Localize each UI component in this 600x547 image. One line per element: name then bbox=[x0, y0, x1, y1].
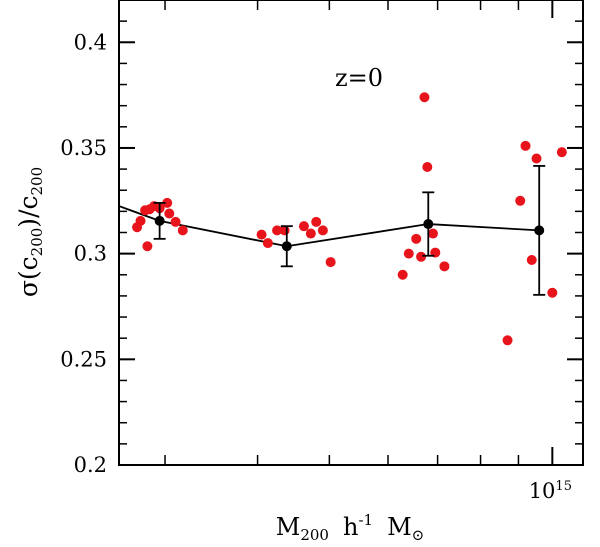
x-label-main: M bbox=[276, 513, 301, 541]
scatter-point bbox=[162, 197, 173, 208]
y-tick-label: 0.4 bbox=[74, 30, 107, 54]
scatter-point bbox=[170, 216, 181, 227]
axis-ticks bbox=[119, 0, 583, 466]
scatter-point bbox=[317, 225, 328, 236]
scatter-point bbox=[397, 269, 408, 280]
scatter-point bbox=[520, 140, 531, 151]
y-axis-label: σ(c200)/c200 bbox=[14, 167, 46, 297]
x-label-mid-sup: -1 bbox=[358, 511, 373, 529]
scatter-point bbox=[256, 229, 267, 240]
y-label-sigma: σ(c bbox=[14, 256, 43, 297]
scatter-point bbox=[547, 287, 558, 298]
scatter-point bbox=[531, 153, 542, 164]
x-label-main-sub: 200 bbox=[300, 526, 329, 544]
mean-point bbox=[154, 215, 165, 226]
scatter-point bbox=[142, 241, 153, 252]
scatter-point bbox=[135, 215, 146, 226]
scatter-point bbox=[177, 225, 188, 236]
scatter-point bbox=[311, 216, 322, 227]
scatter-point bbox=[419, 92, 430, 103]
x-tick-label-exponent: 15 bbox=[555, 479, 572, 494]
y-tick-label: 0.35 bbox=[60, 136, 107, 160]
y-label-mid: )/c bbox=[14, 195, 43, 227]
x-label-mid: h bbox=[343, 513, 358, 541]
mean-point bbox=[423, 219, 434, 230]
scatter-point bbox=[164, 208, 175, 219]
y-label-sub2: 200 bbox=[28, 167, 46, 196]
y-tick-label: 0.2 bbox=[74, 453, 107, 477]
scatter-point bbox=[411, 233, 422, 244]
scatter-point bbox=[556, 147, 567, 158]
mean-point bbox=[534, 225, 545, 236]
scatter-point bbox=[422, 161, 433, 172]
x-label-tail: M bbox=[387, 513, 412, 541]
scatter-point bbox=[403, 248, 414, 259]
scatter-points bbox=[132, 92, 567, 346]
scatter-point bbox=[416, 251, 427, 262]
scatter-point bbox=[305, 228, 316, 239]
y-tick-label: 0.25 bbox=[60, 347, 107, 371]
mean-points bbox=[154, 215, 545, 252]
scatter-point bbox=[439, 261, 450, 272]
x-tick-label: 1015 bbox=[529, 479, 572, 503]
scatter-point bbox=[325, 257, 336, 268]
scatter-point bbox=[262, 238, 273, 249]
scatter-point bbox=[515, 195, 526, 206]
x-tick-label-base: 10 bbox=[529, 479, 556, 503]
error-bars bbox=[153, 165, 546, 296]
scatter-point bbox=[298, 221, 309, 232]
x-axis-label: M200 h-1 M⊙ bbox=[276, 511, 424, 544]
y-label-sub1: 200 bbox=[28, 228, 46, 257]
scatter-point bbox=[526, 254, 537, 265]
x-label-tail-sym: ⊙ bbox=[412, 526, 425, 544]
scatter-point bbox=[272, 225, 283, 236]
y-tick-label: 0.3 bbox=[74, 242, 107, 266]
annotation-redshift: z=0 bbox=[335, 64, 383, 92]
scatter-point bbox=[427, 228, 438, 239]
mean-point bbox=[281, 241, 292, 252]
axis-tick-labels: 0.2 0.25 0.3 0.35 0.4 1015 bbox=[60, 30, 572, 503]
scatter-point bbox=[502, 335, 513, 346]
